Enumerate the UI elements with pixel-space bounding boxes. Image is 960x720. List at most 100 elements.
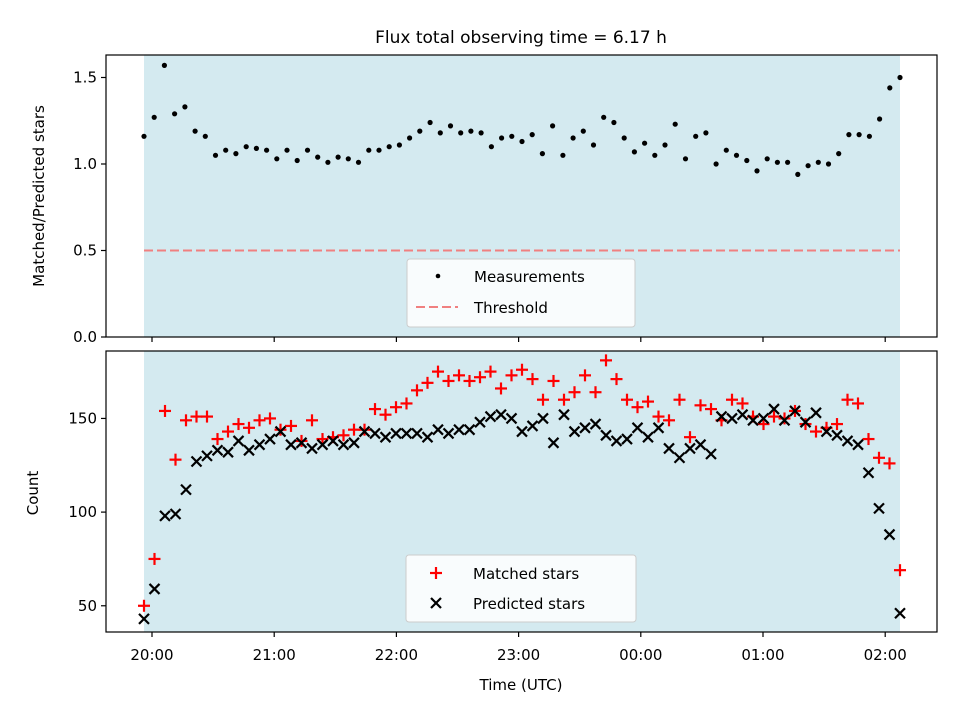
measurement-point: [662, 142, 668, 148]
measurement-point: [825, 161, 832, 167]
matched-star-point: [495, 382, 507, 395]
predicted-star-point: [883, 528, 896, 541]
matched-star-point: [316, 433, 329, 446]
matched-star-point: [274, 423, 287, 436]
matched-star-point: [232, 418, 245, 431]
matched-star-point: [337, 429, 350, 442]
measurement-point: [458, 130, 464, 136]
measurement-point: [611, 119, 617, 126]
measurement-point: [468, 128, 474, 134]
predicted-star-point: [810, 407, 822, 419]
predicted-star-point: [180, 483, 192, 496]
measurement-point: [345, 156, 351, 162]
predicted-star-point: [579, 422, 591, 434]
predicted-star-point: [537, 412, 549, 425]
matched-star-point: [421, 376, 434, 389]
predicted-star-point: [337, 438, 350, 451]
measurement-point: [172, 111, 178, 117]
measurement-point: [396, 142, 402, 148]
measurement-point: [519, 138, 525, 145]
top-legend-box: [406, 258, 636, 328]
matched-star-point: [642, 395, 654, 408]
predicted-star-point: [400, 427, 413, 440]
predicted-star-point: [610, 435, 623, 447]
legend-measurements-marker: [435, 273, 441, 279]
matched-star-point: [663, 414, 675, 427]
predicted-star-point: [621, 433, 633, 445]
matched-star-point: [306, 414, 318, 427]
matched-star-point: [379, 408, 392, 421]
measurement-point: [182, 104, 188, 110]
matched-star-point: [264, 412, 276, 425]
top-y-tick-label: 1.0: [73, 155, 97, 173]
predicted-star-point: [715, 410, 728, 423]
measurement-point: [478, 130, 484, 136]
predicted-star-point: [705, 448, 717, 460]
top-panel: 0.0 0.5 1.0 1.5 Matched/Predicted stars Mea…: [30, 54, 938, 346]
top-x-tick-marks: [151, 337, 886, 342]
legend-matched-label: Matched stars: [473, 565, 579, 583]
predicted-star-point: [138, 613, 150, 625]
x-tick-label: 21:00: [253, 646, 296, 664]
matched-star-point: [505, 369, 518, 382]
matched-star-point: [883, 457, 896, 470]
matched-star-point: [442, 374, 455, 387]
top-plot-frame: [105, 54, 938, 338]
matched-star-point: [705, 403, 717, 416]
matched-star-point: [211, 433, 224, 446]
measurement-point: [877, 116, 883, 122]
measurement-point: [437, 130, 443, 136]
matched-star-point: [757, 418, 770, 431]
predicted-star-point: [831, 429, 843, 442]
predicted-star-point: [369, 427, 381, 440]
measurement-point: [366, 147, 372, 153]
matched-star-point: [579, 369, 591, 382]
top-y-tick-label: 0.5: [73, 241, 97, 259]
matched-star-point: [652, 410, 665, 423]
predicted-star-point: [778, 414, 791, 427]
predicted-star-point: [327, 435, 339, 447]
predicted-star-point: [852, 438, 864, 451]
bottom-y-axis: 50 100 150: [68, 409, 106, 615]
measurement-point: [386, 144, 392, 150]
measurement-point: [141, 133, 147, 139]
bottom-legend: Matched stars Predicted stars: [405, 554, 637, 623]
measurement-point: [897, 74, 903, 81]
matched-star-point: [799, 418, 812, 431]
predicted-star-point: [631, 422, 644, 434]
matched-star-point: [537, 393, 549, 406]
measurement-point: [325, 159, 331, 165]
measurement-point: [499, 135, 505, 141]
predicted-star-point: [306, 442, 318, 455]
top-y-tick-label: 0.0: [73, 328, 97, 346]
predicted-star-point: [379, 431, 392, 443]
predicted-star-point: [894, 607, 906, 620]
predicted-star-point: [211, 444, 224, 457]
matched-star-point: [411, 384, 423, 397]
legend-predicted-label: Predicted stars: [473, 595, 585, 613]
measurement-point: [887, 85, 893, 91]
predicted-star-point: [421, 431, 434, 443]
bottom-legend-box: [405, 554, 637, 623]
measurement-point: [601, 114, 607, 120]
predicted-star-point: [747, 414, 759, 427]
matched-star-point: [474, 371, 486, 384]
matched-star-point: [873, 451, 885, 464]
predicted-star-point: [694, 438, 707, 451]
x-tick-label: 23:00: [497, 646, 540, 664]
matched-star-point: [369, 403, 381, 416]
matched-star-point: [684, 431, 696, 444]
measurement-point: [866, 133, 873, 139]
measurement-point: [703, 130, 709, 136]
measurement-point: [233, 151, 239, 157]
predicted-star-point: [432, 423, 444, 436]
bottom-y-tick-label: 50: [78, 597, 97, 615]
predicted-star-point: [820, 425, 833, 438]
measurement-point: [856, 132, 862, 138]
matched-star-point: [726, 393, 738, 406]
matched-star-point: [547, 374, 560, 387]
measurement-point: [539, 151, 546, 157]
top-y-axis: 0.0 0.5 1.0 1.5: [73, 68, 106, 346]
measurement-point: [836, 151, 842, 157]
matched-star-point: [348, 423, 360, 436]
